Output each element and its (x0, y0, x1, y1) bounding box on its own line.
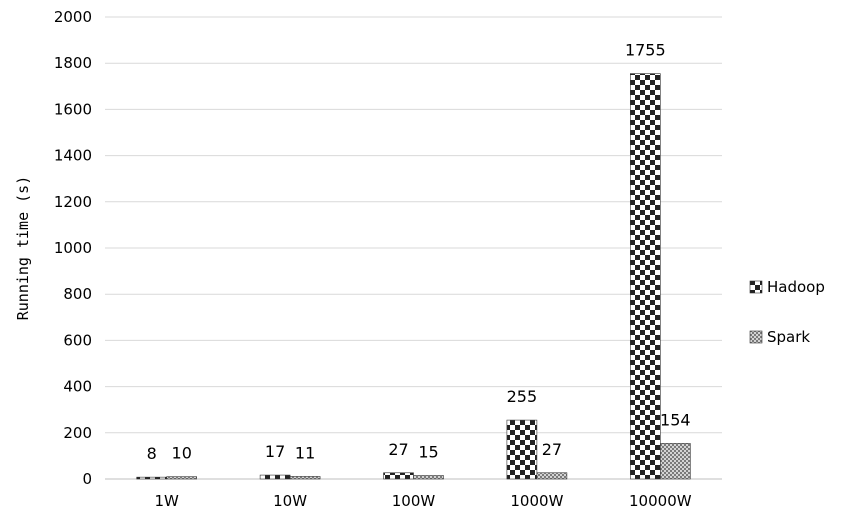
legend-swatch-hadoop (749, 280, 763, 294)
y-tick-label: 1400 (54, 147, 92, 165)
bar-hadoop (506, 419, 538, 480)
data-label: 154 (660, 410, 691, 429)
data-label: 27 (542, 440, 562, 459)
y-tick-label: 0 (82, 470, 92, 488)
x-tick-label: 100W (392, 492, 436, 510)
y-tick-label: 800 (63, 285, 92, 303)
data-label: 8 (147, 444, 157, 463)
y-tick-label: 400 (63, 378, 92, 396)
bar-hadoop (259, 474, 291, 480)
x-tick-label: 10000W (629, 492, 692, 510)
x-tick-label: 1000W (510, 492, 563, 510)
bar-hadoop (136, 476, 167, 480)
bar-hadoop (629, 73, 661, 480)
y-tick-label: 600 (63, 331, 92, 349)
data-label: 27 (388, 440, 408, 459)
data-label: 10 (172, 444, 192, 463)
y-tick-label: 2000 (54, 8, 92, 26)
x-axis-ticks: 1W 10W 100W 1000W 10000W (155, 492, 692, 510)
bar-hadoop (383, 472, 414, 480)
y-tick-label: 200 (63, 424, 92, 442)
data-label: 11 (295, 443, 315, 462)
legend-label-hadoop: Hadoop (767, 278, 825, 296)
bar-spark (659, 443, 691, 480)
bar-spark (413, 475, 444, 480)
y-axis-ticks: 0 200 400 600 800 1000 1200 1400 1600 1800 2000 (54, 8, 92, 488)
data-label: 1755 (625, 41, 666, 60)
y-tick-label: 1600 (54, 100, 92, 118)
x-tick-label: 10W (273, 492, 307, 510)
bar-spark (166, 476, 197, 480)
bar-spark (289, 476, 321, 480)
bars: 8 10 17 11 27 15 255 27 1755 154 (136, 41, 691, 480)
y-tick-label: 1800 (54, 54, 92, 72)
bar-spark (536, 472, 568, 480)
y-tick-label: 1200 (54, 193, 92, 211)
data-label: 17 (265, 442, 285, 461)
data-label: 255 (507, 387, 538, 406)
legend: Hadoop Spark (749, 278, 825, 346)
legend-swatch-spark (749, 330, 763, 344)
gridlines (105, 16, 722, 480)
data-label: 15 (418, 443, 438, 462)
y-tick-label: 1000 (54, 239, 92, 257)
legend-label-spark: Spark (767, 328, 810, 346)
x-tick-label: 1W (155, 492, 180, 510)
y-axis-label: Running time (s) (14, 176, 32, 321)
